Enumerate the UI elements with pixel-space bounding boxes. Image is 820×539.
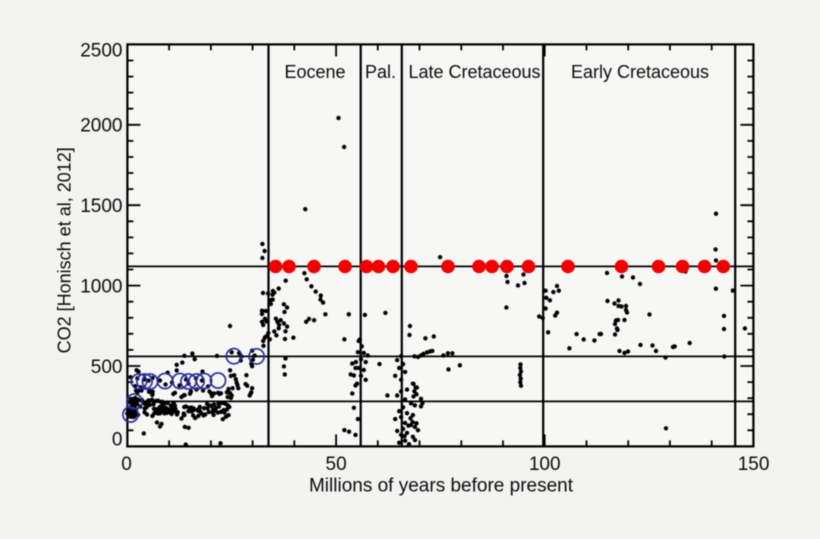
- svg-text:150: 150: [738, 454, 770, 475]
- svg-text:1000: 1000: [80, 277, 122, 298]
- svg-text:1500: 1500: [80, 196, 122, 217]
- svg-text:Late Cretaceous: Late Cretaceous: [408, 62, 540, 82]
- svg-text:50: 50: [326, 454, 347, 475]
- svg-text:2000: 2000: [80, 116, 122, 137]
- svg-text:Pal.: Pal.: [365, 62, 396, 82]
- svg-text:500: 500: [91, 357, 123, 378]
- svg-text:2500: 2500: [80, 40, 122, 61]
- svg-text:Eocene: Eocene: [284, 62, 345, 82]
- svg-text:100: 100: [529, 454, 561, 475]
- svg-text:CO2 [Honisch et al, 2012]: CO2 [Honisch et al, 2012]: [55, 147, 75, 353]
- svg-text:0: 0: [121, 454, 132, 475]
- svg-text:Millions of years before prese: Millions of years before present: [309, 475, 574, 496]
- svg-text:0: 0: [112, 430, 123, 451]
- svg-text:Early Cretaceous: Early Cretaceous: [571, 62, 709, 82]
